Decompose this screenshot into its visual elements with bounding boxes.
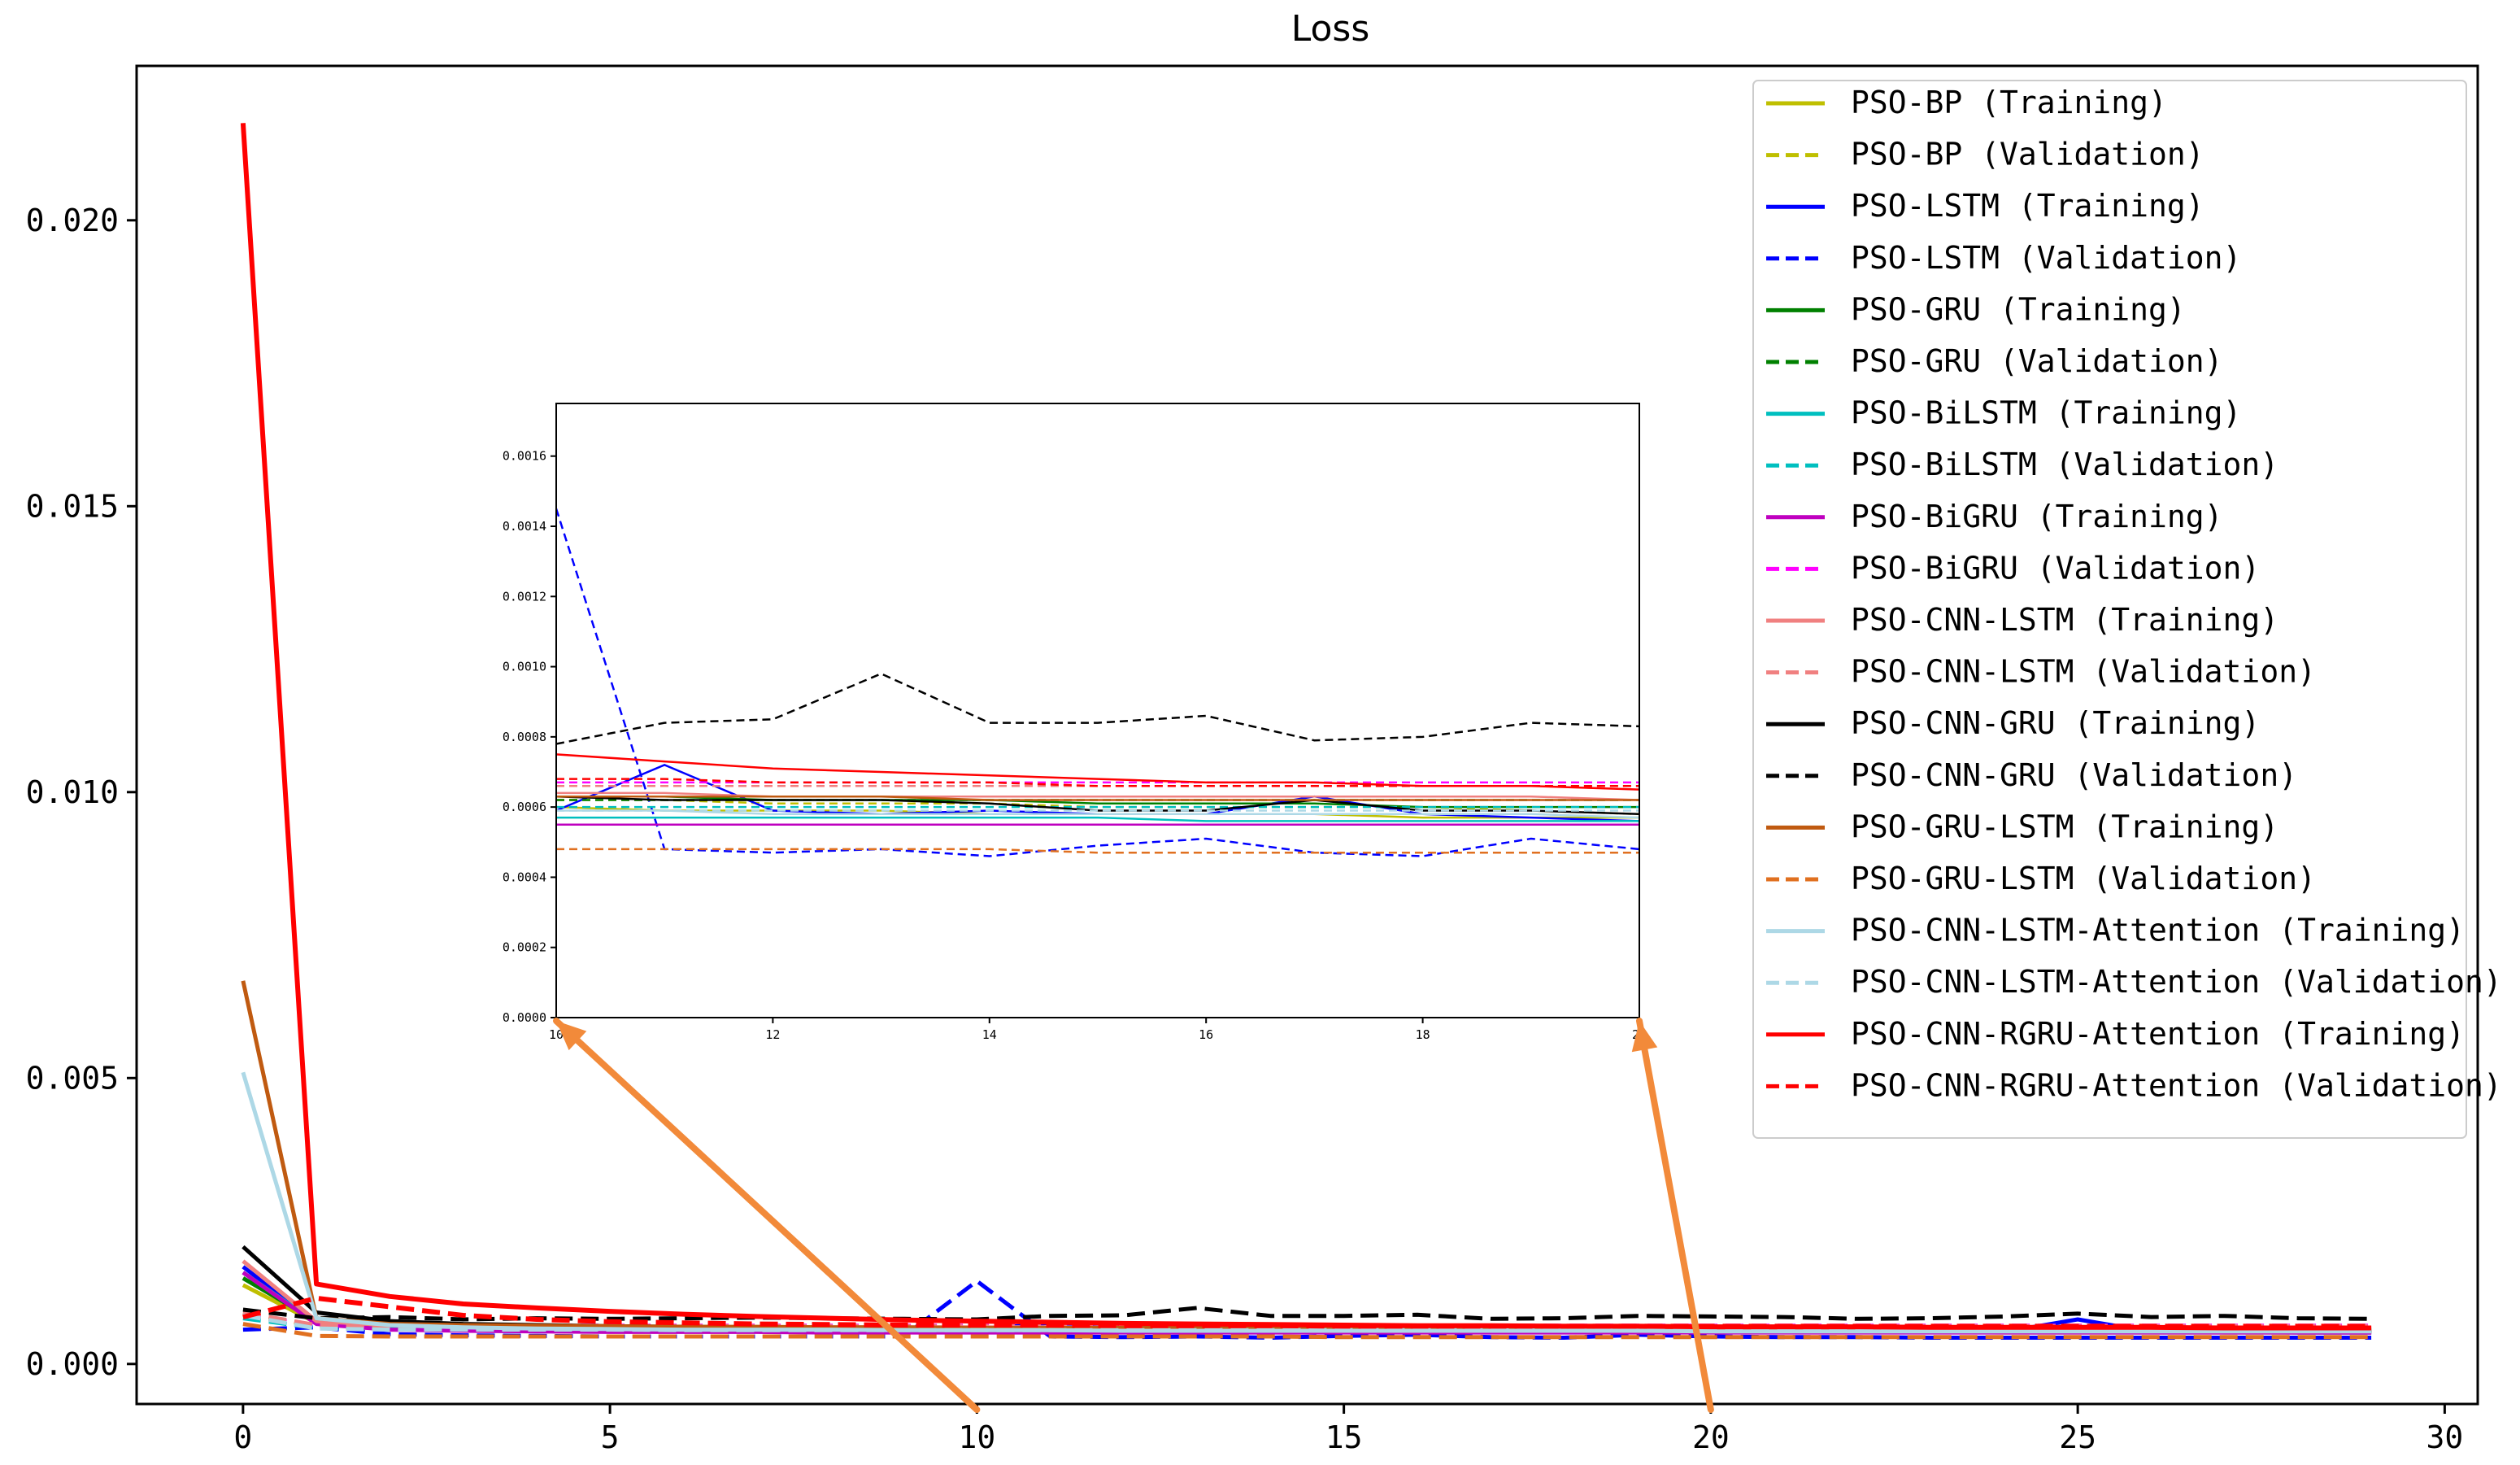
series-line-pso-gru-lstm-validation [242,1322,2372,1340]
x-tick-label: 0 [233,1419,252,1455]
inset-series-line-pso-gru-lstm-training [556,795,1639,801]
inset-y-tick-label: 0.0010 [503,660,546,674]
inset-series-line-pso-lstm-validation [556,508,1639,857]
legend-box [1752,80,2467,1139]
inset-y-tick-label: 0.0012 [503,589,546,604]
legend-entry-label: PSO-CNN-LSTM (Training) [1851,602,2278,638]
zoom-arrow-line [1636,1018,1714,1413]
inset-series-line-pso-bilstm-training [556,816,1639,822]
y-tick-label: 0.010 [26,774,119,810]
main-y-axis: 0.000 0.005 0.010 0.015 0.020 [26,203,137,1382]
inset-y-tick-label: 0.0008 [503,730,546,744]
inset-series-group [556,508,1639,857]
y-tick-label: 0.005 [26,1060,119,1096]
zoom-arrow-line [553,1018,981,1413]
inset-y-tick-label: 0.0002 [503,940,546,955]
legend: PSO-BP (Training) PSO-BP (Validation) PSO-… [1752,80,2502,1139]
inset-x-tick-label: 14 [982,1027,997,1042]
x-tick-label: 15 [1325,1419,1363,1455]
series-line-pso-cnn-rgru-attention-validation [242,1295,2372,1329]
inset-series-line-pso-cnn-lstm-training [556,791,1639,801]
legend-entry-label: PSO-LSTM (Validation) [1851,240,2241,276]
x-tick-label: 25 [2059,1419,2096,1455]
inset-plot-frame [555,403,1640,1018]
legend-entry-label: PSO-GRU (Training) [1851,291,2186,327]
main-plot-frame [135,64,2479,1406]
inset-series-line-pso-cnn-lstm-attention-training [556,809,1639,819]
series-line-pso-cnn-gru-validation [242,1306,2372,1322]
legend-entry-label: PSO-CNN-GRU (Training) [1851,705,2260,741]
main-x-axis: 0 5 10 15 20 25 30 [233,1404,2463,1455]
inset-x-axis: 101214161820 [549,1018,1647,1042]
inset-x-tick-label: 10 [549,1027,564,1042]
legend-entry-label: PSO-GRU-LSTM (Training) [1851,809,2278,844]
inset-x-tick-label: 12 [765,1027,780,1042]
legend-entry-label: PSO-CNN-GRU (Validation) [1851,757,2297,793]
chart-title: Loss [1291,8,1370,50]
zoom-arrow-head [1631,1021,1658,1053]
y-tick-label: 0.020 [26,203,119,238]
legend-entry-label: PSO-CNN-RGRU-Attention (Training) [1851,1016,2465,1052]
inset-series-line-pso-cnn-rgru-attention-validation [556,778,1639,787]
inset-y-tick-label: 0.0006 [503,800,546,814]
legend-entry-label: PSO-CNN-RGRU-Attention (Validation) [1851,1067,2502,1103]
legend-entry-label: PSO-LSTM (Training) [1851,188,2204,224]
y-tick-label: 0.015 [26,488,119,524]
zoom-arrows [553,1018,1714,1413]
inset-y-tick-label: 0.0016 [503,449,546,464]
inset-y-axis: 0.0000 0.0002 0.0004 0.0006 0.0008 0.0010 0.00… [503,449,556,1025]
legend-entry-label: PSO-BP (Validation) [1851,137,2204,172]
x-tick-label: 5 [601,1419,620,1455]
inset-y-tick-label: 0.0014 [503,519,546,534]
series-line-pso-cnn-lstm-attention-validation [242,1313,2372,1332]
x-tick-label: 30 [2426,1419,2464,1455]
inset-series-line-pso-bp-validation [556,799,1639,816]
legend-entry-label: PSO-CNN-LSTM (Validation) [1851,654,2316,690]
legend-entry-label: PSO-BiLSTM (Validation) [1851,447,2278,482]
inset-x-tick-label: 18 [1416,1027,1430,1042]
legend-entry-label: PSO-BP (Training) [1851,85,2167,120]
main-series-group [240,123,2372,1340]
inset-background [556,403,1639,1018]
legend-entry-label: PSO-GRU-LSTM (Validation) [1851,861,2316,896]
x-tick-label: 10 [958,1419,995,1455]
inset-series-line-pso-gru-lstm-validation [556,848,1639,854]
legend-entry-label: PSO-CNN-LSTM-Attention (Validation) [1851,964,2502,1000]
legend-entry-label: PSO-BiLSTM (Training) [1851,395,2241,431]
inset-y-tick-label: 0.0004 [503,870,546,884]
y-tick-label: 0.000 [26,1346,119,1382]
legend-entry-label: PSO-BiGRU (Validation) [1851,550,2260,586]
inset-series-line-pso-cnn-gru-validation [556,672,1639,745]
legend-entry-label: PSO-CNN-LSTM-Attention (Training) [1851,913,2465,948]
legend-entry-label: PSO-BiGRU (Training) [1851,499,2223,534]
inset-y-tick-label: 0.0000 [503,1010,546,1025]
zoom-arrow-head [556,1021,587,1051]
legend-entry-label: PSO-GRU (Validation) [1851,343,2223,379]
x-tick-label: 20 [1692,1419,1730,1455]
inset-x-tick-label: 16 [1199,1027,1213,1042]
